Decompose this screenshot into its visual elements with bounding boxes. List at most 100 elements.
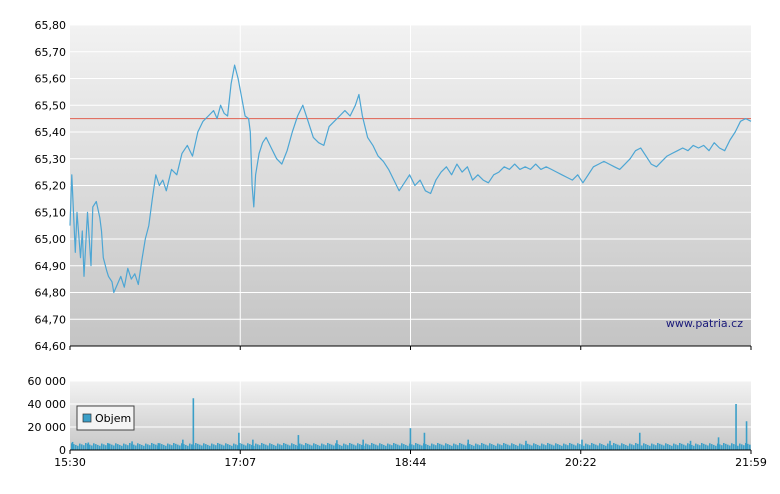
volume-y-tick-label: 0: [59, 444, 66, 457]
volume-bar: [219, 443, 221, 450]
volume-bar: [521, 444, 523, 450]
volume-bar: [139, 444, 141, 450]
volume-bar: [135, 445, 137, 450]
volume-bar: [531, 445, 533, 450]
price-series-line: [69, 64, 752, 294]
volume-bar: [543, 444, 545, 450]
volume-bar: [235, 444, 237, 450]
volume-bar: [147, 444, 149, 450]
volume-bar: [319, 445, 321, 450]
legend-swatch: [82, 413, 92, 423]
volume-bar: [173, 443, 175, 450]
volume-bar: [241, 443, 243, 450]
volume-bar: [641, 445, 643, 450]
volume-bar: [627, 445, 629, 450]
volume-bar: [237, 445, 239, 450]
volume-bar: [395, 443, 397, 450]
volume-bar: [661, 444, 663, 450]
volume-bar: [359, 444, 361, 450]
volume-bar: [497, 443, 499, 450]
volume-grid: [70, 380, 751, 450]
volume-bar: [163, 444, 165, 450]
volume-bar: [555, 443, 557, 450]
volume-bar: [103, 444, 105, 450]
volume-bar: [91, 445, 93, 450]
volume-bar: [295, 444, 297, 450]
volume-bar: [743, 445, 745, 450]
volume-bar: [637, 443, 639, 450]
volume-bar: [451, 445, 453, 450]
volume-bar: [687, 443, 689, 450]
volume-bar: [357, 443, 359, 450]
volume-bar: [73, 444, 75, 450]
volume-bar: [709, 443, 711, 450]
volume-bar: [377, 445, 379, 450]
volume-bar: [263, 443, 265, 450]
volume-bar: [723, 443, 725, 450]
volume-bar: [192, 398, 195, 450]
volume-bar: [601, 444, 603, 450]
volume-bar: [705, 444, 707, 450]
volume-bar: [493, 444, 495, 450]
volume-bar: [283, 443, 285, 450]
volume-bar: [349, 443, 351, 450]
volume-bar: [336, 440, 338, 450]
volume-bar: [149, 445, 151, 450]
volume-bar: [655, 445, 657, 450]
price-grid: [70, 24, 751, 346]
volume-bar: [441, 444, 443, 450]
volume-bar: [457, 445, 459, 450]
volume-bar: [291, 443, 293, 450]
volume-bar: [657, 443, 659, 450]
volume-bar: [327, 443, 329, 450]
volume-bar: [267, 445, 269, 450]
volume-bar: [443, 445, 445, 450]
volume-bar: [653, 444, 655, 450]
volume-bar: [362, 439, 364, 450]
volume-bar: [161, 444, 163, 450]
x-tick-label: 20:22: [565, 456, 597, 469]
volume-bar: [189, 443, 191, 450]
volume-bar: [273, 444, 275, 450]
price-y-tick-label: 65,20: [35, 180, 67, 193]
volume-bar: [79, 443, 81, 450]
volume-bar: [391, 445, 393, 450]
volume-bar: [431, 443, 433, 450]
price-y-tick-label: 65,00: [35, 233, 67, 246]
volume-bar: [303, 445, 305, 450]
volume-bar: [159, 443, 161, 450]
volume-bar: [385, 445, 387, 450]
volume-bar: [669, 444, 671, 450]
volume-bar: [409, 428, 412, 450]
volume-bar: [185, 444, 187, 450]
volume-bar: [129, 443, 131, 450]
volume-bar: [677, 445, 679, 450]
volume-bar: [117, 444, 119, 450]
volume-bar: [365, 443, 367, 450]
volume-bar: [137, 443, 139, 450]
x-tick-label: 18:44: [395, 456, 427, 469]
volume-bar: [551, 444, 553, 450]
volume-bar: [249, 444, 251, 450]
volume-bar: [87, 442, 90, 450]
volume-bar: [649, 445, 651, 450]
volume-bar: [747, 443, 749, 450]
volume-bar: [638, 432, 641, 450]
volume-bar: [633, 445, 635, 450]
volume-bar: [559, 444, 561, 450]
volume-bar: [729, 445, 731, 450]
volume-bar: [195, 443, 197, 450]
volume-bar: [717, 437, 720, 450]
x-tick-label: 15:30: [54, 456, 86, 469]
volume-bar: [151, 443, 153, 450]
volume-bar: [707, 445, 709, 450]
price-y-tick-label: 65,40: [35, 126, 67, 139]
volume-bar: [179, 445, 181, 450]
volume-bar: [557, 444, 559, 450]
price-y-tick-label: 65,50: [35, 99, 67, 112]
volume-bar: [515, 444, 517, 450]
volume-bar: [133, 444, 135, 450]
volume-bar: [93, 443, 95, 450]
volume-bar: [181, 443, 183, 450]
volume-bar: [141, 444, 143, 450]
